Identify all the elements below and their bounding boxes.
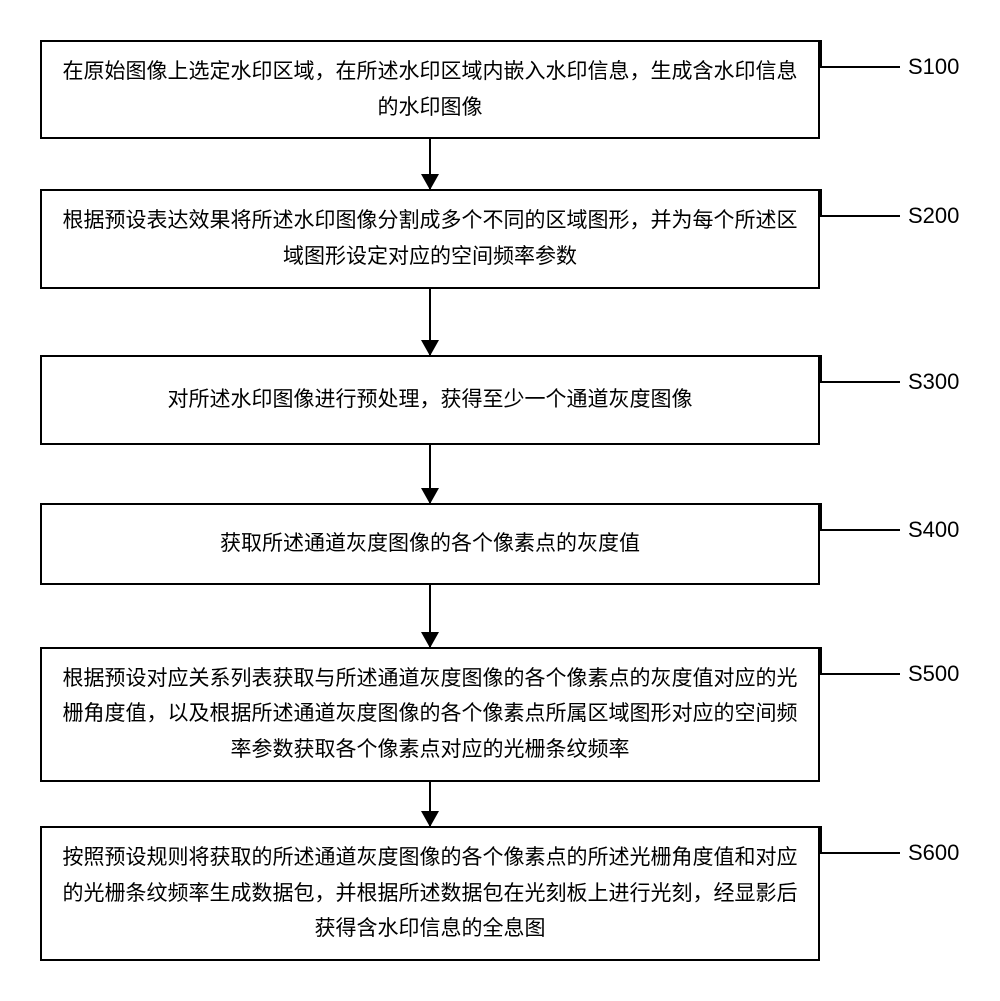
leader-line — [820, 826, 900, 854]
step-row: 根据预设对应关系列表获取与所述通道灰度图像的各个像素点的灰度值对应的光栅角度值，… — [40, 647, 960, 782]
leader-line — [820, 355, 900, 383]
arrow-wrap — [40, 139, 820, 189]
arrow-down-icon — [429, 445, 431, 503]
step-box: 按照预设规则将获取的所述通道灰度图像的各个像素点的所述光栅角度值和对应的光栅条纹… — [40, 826, 820, 961]
step-box: 获取所述通道灰度图像的各个像素点的灰度值 — [40, 503, 820, 585]
step-label: S200 — [908, 203, 959, 229]
step-box: 根据预设对应关系列表获取与所述通道灰度图像的各个像素点的灰度值对应的光栅角度值，… — [40, 647, 820, 782]
arrow-wrap — [40, 585, 820, 647]
leader-line — [820, 647, 900, 675]
step-box: 根据预设表达效果将所述水印图像分割成多个不同的区域图形，并为每个所述区域图形设定… — [40, 189, 820, 288]
step-box: 对所述水印图像进行预处理，获得至少一个通道灰度图像 — [40, 355, 820, 445]
step-label: S500 — [908, 661, 959, 687]
step-label: S600 — [908, 840, 959, 866]
arrow-down-icon — [429, 585, 431, 647]
step-label: S300 — [908, 369, 959, 395]
step-label: S100 — [908, 54, 959, 80]
arrow-wrap — [40, 289, 820, 355]
arrow-down-icon — [429, 139, 431, 189]
step-row: 对所述水印图像进行预处理，获得至少一个通道灰度图像 S300 — [40, 355, 960, 445]
step-row: 获取所述通道灰度图像的各个像素点的灰度值 S400 — [40, 503, 960, 585]
flowchart-container: 在原始图像上选定水印区域，在所述水印区域内嵌入水印信息，生成含水印信息的水印图像… — [40, 40, 960, 961]
leader-line — [820, 189, 900, 217]
arrow-wrap — [40, 445, 820, 503]
step-row: 按照预设规则将获取的所述通道灰度图像的各个像素点的所述光栅角度值和对应的光栅条纹… — [40, 826, 960, 961]
arrow-down-icon — [429, 289, 431, 355]
leader-line — [820, 503, 900, 531]
step-row: 在原始图像上选定水印区域，在所述水印区域内嵌入水印信息，生成含水印信息的水印图像… — [40, 40, 960, 139]
arrow-down-icon — [429, 782, 431, 826]
leader-line — [820, 40, 900, 68]
step-box: 在原始图像上选定水印区域，在所述水印区域内嵌入水印信息，生成含水印信息的水印图像 — [40, 40, 820, 139]
step-row: 根据预设表达效果将所述水印图像分割成多个不同的区域图形，并为每个所述区域图形设定… — [40, 189, 960, 288]
step-label: S400 — [908, 517, 959, 543]
arrow-wrap — [40, 782, 820, 826]
